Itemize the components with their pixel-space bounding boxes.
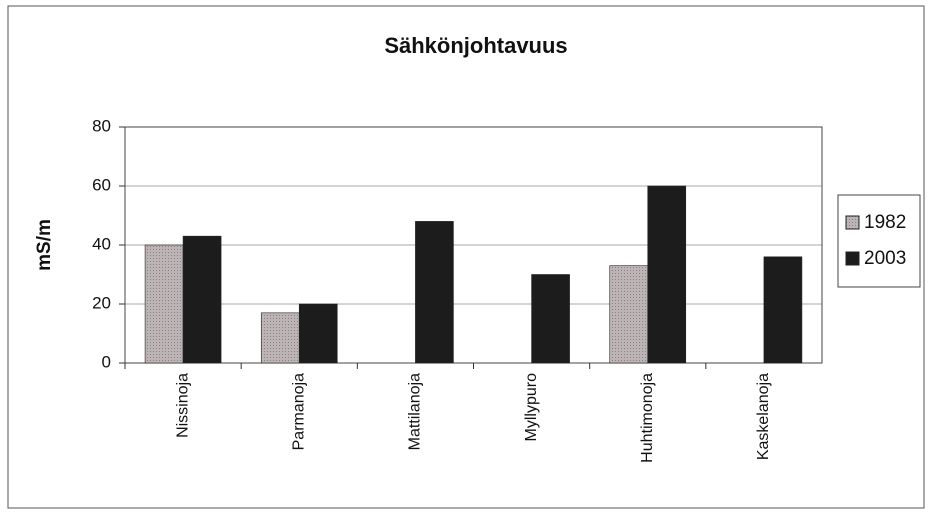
legend-swatch (845, 251, 860, 266)
x-tick-label: Myllypuro (523, 373, 540, 442)
x-tick-label: Kaskelanoja (755, 373, 772, 460)
y-tick-label: 0 (102, 352, 111, 371)
x-tick-label: Parmanoja (290, 373, 307, 450)
x-tick-label: Nissinoja (174, 373, 191, 438)
bar (415, 221, 454, 364)
bar (763, 256, 803, 364)
y-tick-label: 20 (92, 293, 111, 312)
y-tick-label: 60 (92, 175, 111, 194)
bar (144, 244, 184, 364)
legend-label: 1982 (864, 212, 906, 233)
legend-label: 2003 (864, 248, 906, 269)
legend-swatch (845, 215, 860, 230)
bar (647, 185, 687, 364)
y-axis-label: mS/m (34, 219, 55, 271)
y-tick-label: 80 (92, 116, 111, 135)
legend-box (837, 194, 921, 288)
bar (609, 265, 649, 364)
bar (531, 274, 570, 364)
y-tick-label: 40 (92, 234, 111, 253)
bar (260, 312, 300, 364)
x-tick-label: Mattilanoja (407, 373, 424, 450)
chart-title: Sähkönjohtavuus (384, 33, 567, 58)
bar (182, 235, 222, 364)
bar (298, 303, 338, 364)
x-tick-label: Huhtimonoja (639, 373, 656, 463)
